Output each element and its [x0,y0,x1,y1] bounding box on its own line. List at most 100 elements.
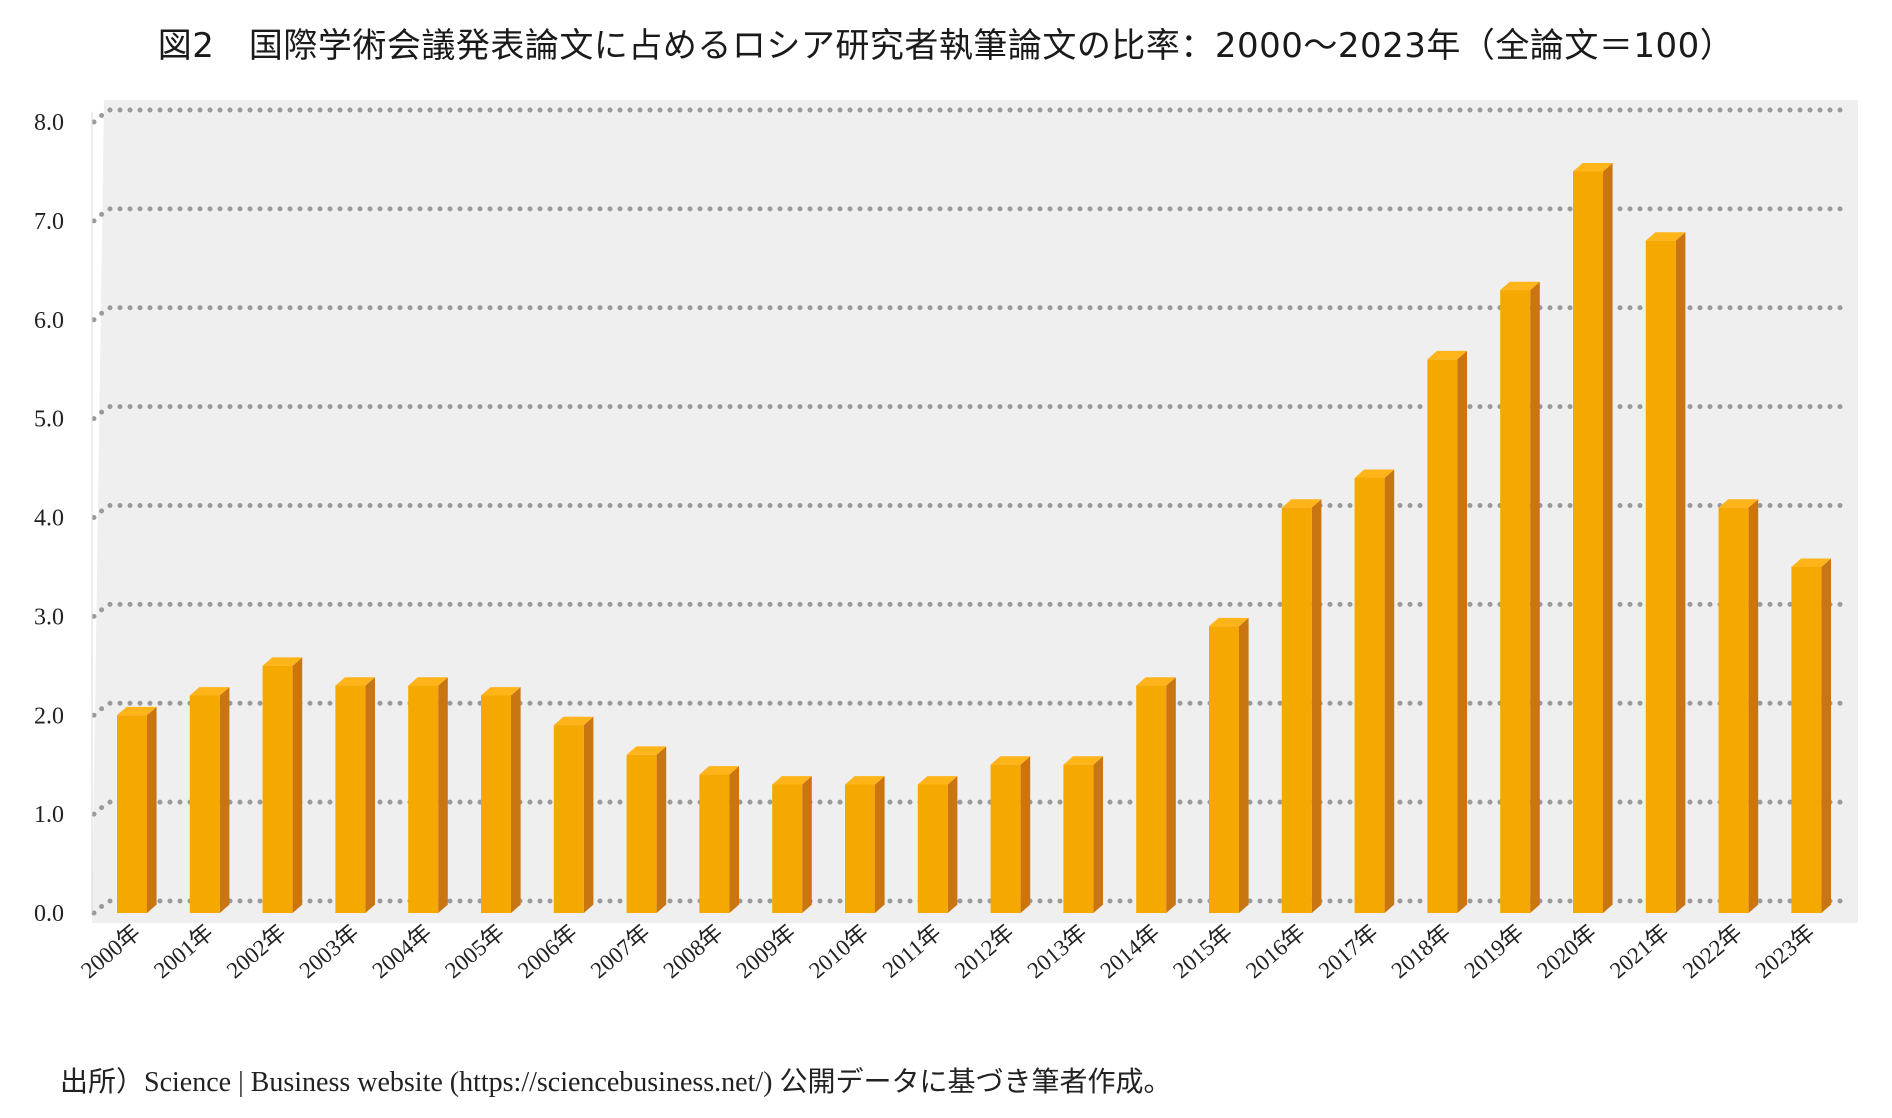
bar-2013年 [1063,756,1103,913]
gridline-diagonal [91,601,111,619]
bar-top [189,687,230,696]
x-tick-label: 2009年 [731,920,800,984]
x-tick-label: 2023年 [1751,920,1820,984]
bar-side [729,766,739,913]
source-note: 出所）Science | Business website (https://s… [60,1067,1172,1098]
bar-2009年 [772,776,812,913]
y-axis: 0.0 1.0 2.0 3.0 4.0 5.0 6.0 7.0 8.0 [34,110,93,927]
bar-side [1384,469,1395,913]
bar-2002年 [262,657,303,913]
bar-side [1457,350,1467,913]
bar-side [219,687,230,913]
bar-front [335,685,366,913]
bar-side [511,687,521,913]
bar-front [1791,566,1822,913]
bar-front [1645,240,1676,913]
bar-front [553,725,584,913]
x-tick-label: 2017年 [1314,920,1383,984]
bar-side [147,706,157,913]
x-tick-label: 2022年 [1678,920,1747,984]
gridline-diagonal [91,206,111,224]
bar-side [292,657,303,913]
bar-side [438,677,448,913]
bar-top [1427,350,1467,360]
bar-top [917,776,958,785]
bar-top [772,776,812,785]
bar-front [1427,359,1458,913]
bar-2014年 [1136,677,1176,913]
x-tick-label: 2008年 [659,920,728,984]
gridline-diagonal [91,799,111,817]
bar-top [845,776,885,785]
bar-2010年 [845,776,885,913]
bar-top [553,716,594,726]
gridlines [91,107,1851,916]
gridline-diagonal [91,503,111,520]
bar-side [1239,617,1249,913]
bar-front [990,764,1021,913]
bar-front [1063,764,1094,913]
bar-side [1603,163,1613,914]
bar-front [1718,507,1749,913]
x-tick-label: 2006年 [513,920,582,984]
bar-front [1354,477,1385,913]
x-tick-label: 2016年 [1241,920,1310,984]
bar-2018年 [1427,350,1467,913]
bar-front [481,695,511,913]
bar-side [1311,499,1322,913]
bar-top [1063,756,1103,765]
bar-2011年 [917,776,958,913]
x-tick-label: 2021年 [1605,920,1674,984]
x-tick-label: 2001年 [149,920,218,984]
x-tick-label: 2003年 [295,920,364,984]
x-tick-label: 2005年 [440,920,509,984]
bar-top [626,746,667,755]
x-tick-label: 2020年 [1532,920,1601,984]
bar-top [117,706,157,716]
bar-side [1530,281,1540,913]
plot-area [92,100,1858,923]
bar-front [1281,507,1312,913]
y-tick-label: 1.0 [34,802,64,828]
bar-side [583,716,594,913]
bar-front [845,784,875,913]
gridline-diagonal [91,700,111,718]
y-tick-label: 2.0 [34,703,64,729]
bar-side [875,776,885,913]
x-tick-label: 2015年 [1168,920,1237,984]
bar-2005年 [481,687,521,913]
bar-top [1281,499,1322,508]
bar-side [802,776,812,913]
bar-2017年 [1354,469,1395,913]
bar-2007年 [626,746,667,913]
x-tick-label: 2014年 [1095,920,1164,984]
y-tick-label: 8.0 [34,110,64,136]
bar-front [626,754,657,913]
chart-title: 図2 国際学術会議発表論文に占めるロシア研究者執筆論文の比率：2000～2023… [157,26,1735,66]
y-tick-label: 0.0 [34,901,64,927]
bar-top [1645,232,1686,241]
bar-2008年 [699,766,739,913]
bar-front [262,665,293,913]
bar-2004年 [408,677,448,913]
y-tick-label: 3.0 [34,604,64,630]
bar-2023年 [1791,558,1831,913]
bar-2000年 [117,706,157,913]
bar-front [699,774,730,913]
bar-side [1821,558,1831,913]
bar-front [917,784,948,913]
x-tick-label: 2000年 [76,920,145,984]
bar-2006年 [553,716,594,913]
bar-2022年 [1718,499,1759,913]
bar-front [772,784,803,913]
x-tick-label: 2010年 [804,920,873,984]
plot-background [92,100,1858,923]
bar-top [481,687,521,696]
bar-top [262,657,303,666]
x-axis: 2000年 2001年 2002年 2003年 2004年 2005年 2006年 2007年… [76,920,1819,984]
bar-side [656,746,667,913]
x-tick-label: 2007年 [586,920,655,984]
bar-2001年 [189,687,230,913]
bar-front [117,715,147,913]
bar-2016年 [1281,499,1322,913]
